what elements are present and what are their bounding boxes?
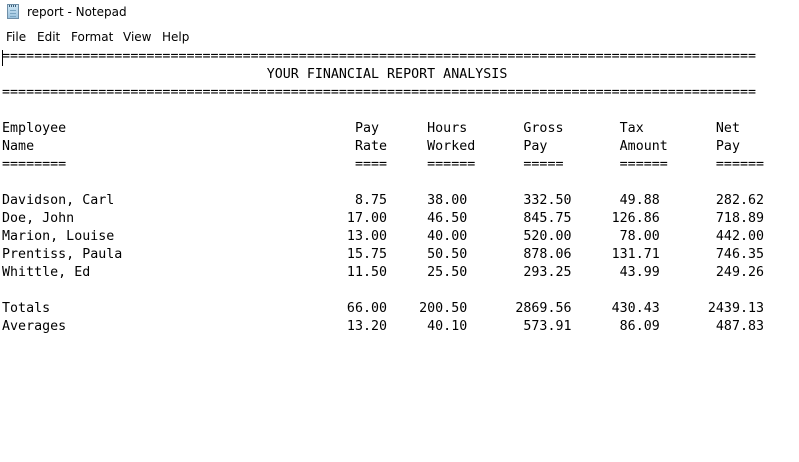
notepad-icon	[7, 4, 19, 19]
employee-row: Davidson, Carl 8.75 38.00 332.50 49.88 2…	[2, 193, 765, 208]
column-header-line: Name Rate Worked Pay Amount Pay	[2, 139, 740, 154]
menu-format[interactable]: Format	[71, 30, 114, 44]
text-editor-area[interactable]: ========================================…	[0, 48, 799, 462]
report-title: YOUR FINANCIAL REPORT ANALYSIS	[2, 67, 508, 82]
employee-row: Marion, Louise 13.00 40.00 520.00 78.00 …	[2, 229, 765, 244]
averages-row: Averages 13.20 40.10 573.91 86.09 487.83	[2, 319, 765, 334]
employee-row: Whittle, Ed 11.50 25.50 293.25 43.99 249…	[2, 265, 765, 280]
column-header-line: Employee Pay Hours Gross Tax Net	[2, 121, 740, 136]
text-caret	[2, 50, 3, 66]
title-bar[interactable]: report - Notepad	[0, 0, 799, 25]
window-title: report - Notepad	[27, 5, 127, 19]
menu-bar: File Edit Format View Help	[0, 28, 799, 46]
totals-row: Totals 66.00 200.50 2869.56 430.43 2439.…	[2, 301, 765, 316]
menu-file[interactable]: File	[6, 30, 27, 44]
header-underline: ======== ==== ====== ===== ====== ======	[2, 157, 765, 172]
menu-view[interactable]: View	[123, 30, 152, 44]
menu-help[interactable]: Help	[162, 30, 190, 44]
employee-row: Doe, John 17.00 46.50 845.75 126.86 718.…	[2, 211, 765, 226]
employee-row: Prentiss, Paula 15.75 50.50 878.06 131.7…	[2, 247, 765, 262]
separator-line: ========================================…	[2, 49, 757, 64]
menu-edit[interactable]: Edit	[37, 30, 61, 44]
separator-line: ========================================…	[2, 85, 757, 100]
